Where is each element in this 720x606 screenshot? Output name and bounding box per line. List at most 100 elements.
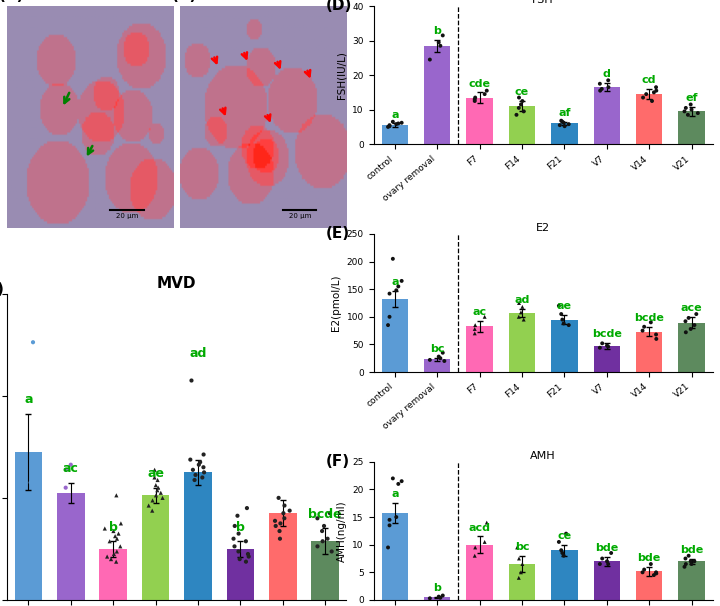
- Point: [387, 254, 399, 264]
- Point: [685, 99, 696, 109]
- Bar: [552, 319, 577, 372]
- Point: [278, 508, 289, 518]
- Point: [645, 318, 657, 327]
- Point: [603, 342, 614, 351]
- Point: [680, 554, 691, 564]
- Point: [284, 506, 295, 516]
- Point: [60, 465, 72, 474]
- Point: [680, 316, 691, 326]
- Point: [396, 118, 408, 128]
- Point: [513, 554, 525, 564]
- Point: [510, 110, 522, 119]
- Point: [392, 479, 404, 489]
- Point: [518, 107, 529, 116]
- Point: [518, 315, 529, 324]
- Text: acd: acd: [469, 522, 490, 533]
- Text: a: a: [391, 489, 399, 499]
- Point: [115, 519, 127, 528]
- Bar: [509, 564, 535, 600]
- Point: [279, 501, 290, 510]
- Text: 20 μm: 20 μm: [116, 213, 138, 219]
- Bar: [184, 472, 212, 600]
- Bar: [14, 452, 42, 600]
- Point: [469, 96, 480, 106]
- Bar: [678, 561, 705, 600]
- Point: [516, 567, 527, 577]
- Point: [316, 526, 328, 536]
- Point: [603, 559, 614, 569]
- Point: [651, 86, 662, 96]
- Bar: [227, 549, 254, 600]
- Point: [240, 536, 251, 546]
- Text: ad: ad: [189, 347, 207, 360]
- Point: [435, 41, 446, 51]
- Bar: [636, 571, 662, 600]
- Point: [384, 521, 395, 530]
- Point: [636, 326, 648, 336]
- Point: [641, 89, 652, 99]
- Text: ef: ef: [685, 93, 698, 104]
- Bar: [57, 493, 84, 600]
- Bar: [678, 323, 705, 372]
- Point: [680, 103, 692, 113]
- Point: [594, 559, 606, 569]
- Point: [479, 89, 490, 99]
- Point: [111, 547, 122, 556]
- Point: [273, 493, 284, 503]
- Point: [513, 298, 525, 308]
- Bar: [142, 495, 169, 600]
- Point: [650, 330, 662, 339]
- Point: [240, 557, 252, 567]
- Point: [479, 537, 490, 547]
- Point: [469, 551, 480, 561]
- Point: [387, 473, 399, 483]
- Point: [274, 534, 286, 544]
- Bar: [99, 549, 127, 600]
- Point: [563, 320, 575, 330]
- Point: [69, 490, 81, 500]
- Point: [108, 549, 120, 559]
- Text: (B): (B): [172, 0, 197, 3]
- Point: [516, 99, 527, 109]
- Point: [558, 319, 570, 328]
- Bar: [509, 106, 535, 144]
- Text: d: d: [603, 69, 611, 79]
- Point: [596, 554, 608, 564]
- Point: [558, 118, 570, 128]
- Point: [648, 87, 660, 97]
- Point: [645, 559, 657, 569]
- Text: bcde: bcde: [308, 508, 342, 521]
- Text: 20 μm: 20 μm: [289, 213, 311, 219]
- Text: af: af: [558, 108, 571, 118]
- Point: [685, 559, 697, 569]
- Point: [688, 556, 700, 566]
- Point: [392, 282, 404, 291]
- Point: [153, 483, 164, 493]
- Bar: [509, 313, 535, 372]
- Point: [229, 521, 240, 531]
- Point: [149, 473, 161, 482]
- Point: [650, 567, 662, 577]
- Point: [157, 493, 168, 503]
- Text: (E): (E): [326, 225, 350, 241]
- Point: [601, 341, 613, 350]
- Point: [682, 110, 693, 119]
- Text: b: b: [236, 521, 245, 534]
- Point: [312, 542, 323, 551]
- Text: ac: ac: [472, 307, 487, 317]
- Point: [387, 117, 399, 127]
- Text: bc: bc: [430, 344, 444, 354]
- Point: [683, 313, 694, 323]
- Point: [241, 503, 253, 513]
- Point: [603, 76, 614, 85]
- Point: [511, 542, 523, 552]
- Point: [152, 475, 163, 485]
- Text: a: a: [24, 393, 32, 406]
- Point: [194, 458, 206, 467]
- Title: E2: E2: [536, 223, 550, 233]
- Point: [679, 562, 690, 571]
- Point: [513, 312, 525, 322]
- Point: [651, 568, 662, 578]
- Point: [639, 565, 650, 574]
- Text: bcde: bcde: [634, 313, 664, 324]
